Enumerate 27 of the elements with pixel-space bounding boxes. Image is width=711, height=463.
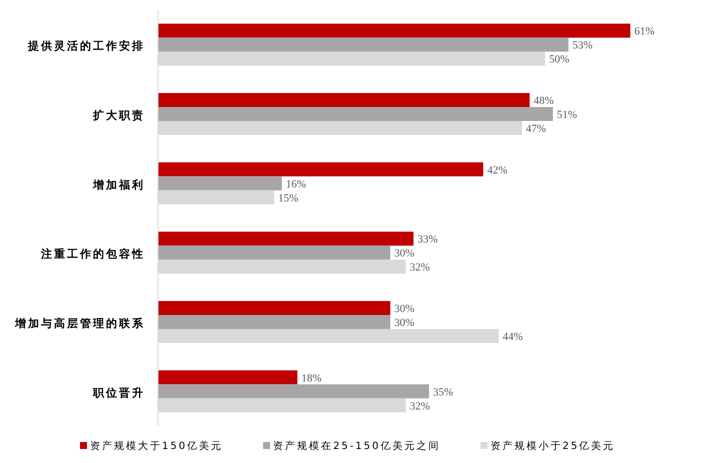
data-label: 42%: [487, 164, 508, 176]
legend-label: 资产规模大于150亿美元: [90, 440, 224, 452]
legend-label: 资产规模小于25亿美元: [490, 440, 616, 452]
legend-label: 资产规模在25-150亿美元之间: [273, 440, 441, 452]
data-label: 32%: [410, 262, 430, 274]
data-label: 30%: [394, 303, 414, 315]
data-label: 53%: [572, 40, 593, 52]
data-label: 18%: [301, 372, 322, 384]
data-label: 30%: [394, 248, 414, 260]
y-tick-label: 增加福利: [92, 178, 145, 192]
data-label: 32%: [410, 400, 430, 412]
data-label: 15%: [278, 192, 298, 204]
data-label: 48%: [534, 95, 554, 107]
data-label: 61%: [634, 26, 654, 38]
y-tick-label: 注重工作的包容性: [40, 248, 145, 261]
data-label: 50%: [549, 54, 570, 66]
y-tick-label: 职位晋升: [92, 386, 145, 400]
data-label: 51%: [556, 109, 578, 121]
data-label: 16%: [286, 178, 306, 190]
y-tick-label: 提供灵活的工作安排: [27, 40, 145, 53]
y-tick-label: 扩大职责: [92, 109, 145, 122]
data-label: 47%: [526, 123, 546, 135]
data-label: 35%: [433, 386, 454, 398]
data-label: 33%: [418, 234, 438, 246]
y-tick-label: 增加与高层管理的联系: [14, 317, 145, 330]
data-label: 30%: [394, 317, 414, 329]
data-label: 44%: [502, 331, 523, 343]
